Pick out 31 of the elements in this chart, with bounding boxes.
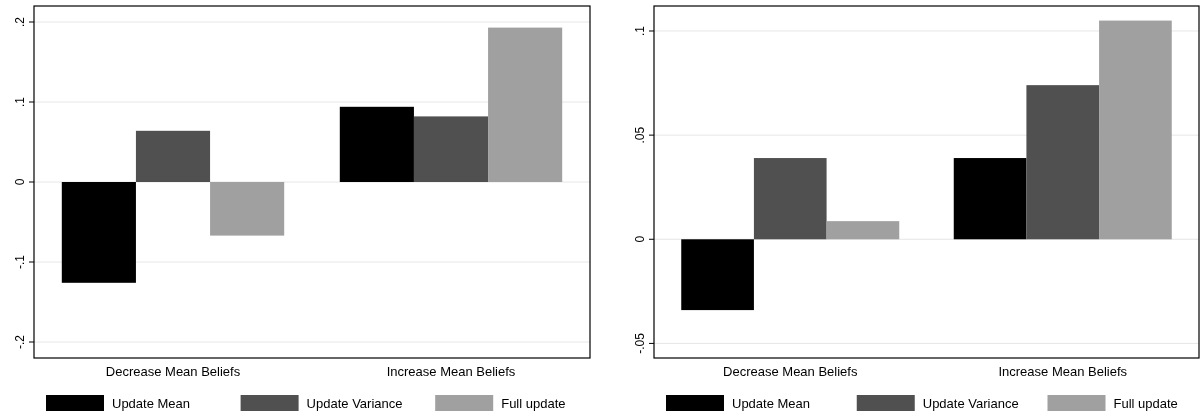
bar [61, 182, 136, 283]
x-tick-label: Increase Mean Beliefs [998, 364, 1128, 379]
y-tick-label: -.05 [633, 332, 647, 354]
bar [135, 130, 211, 182]
y-tick-label: -.2 [13, 334, 27, 350]
bar [1099, 20, 1172, 240]
y-tick-label: 0 [633, 235, 647, 243]
legend-label: Update Variance [922, 396, 1019, 411]
y-tick-label: .1 [13, 96, 27, 108]
bar [753, 158, 827, 240]
bar [339, 106, 414, 182]
legend-label: Full update [501, 396, 566, 411]
y-tick-label: .2 [13, 16, 27, 28]
y-tick-label: 0 [13, 178, 27, 186]
y-tick-label: -.1 [13, 254, 27, 270]
bar [681, 239, 754, 311]
x-tick-label: Decrease Mean Beliefs [105, 364, 241, 379]
bar [1026, 85, 1100, 240]
x-tick-label: Increase Mean Beliefs [386, 364, 516, 379]
y-tick-label: .05 [633, 126, 647, 144]
y-tick-label: .1 [633, 25, 647, 36]
x-tick-label: Decrease Mean Beliefs [723, 364, 858, 379]
legend-label: Update Mean [732, 396, 811, 411]
bar [953, 158, 1027, 240]
legend-label: Update Mean [112, 396, 191, 411]
bar [826, 221, 900, 240]
bar [413, 116, 489, 182]
bar [210, 182, 285, 236]
legend-label: Update Variance [306, 396, 403, 411]
bar [488, 27, 563, 182]
legend-label: Full update [1113, 396, 1178, 411]
